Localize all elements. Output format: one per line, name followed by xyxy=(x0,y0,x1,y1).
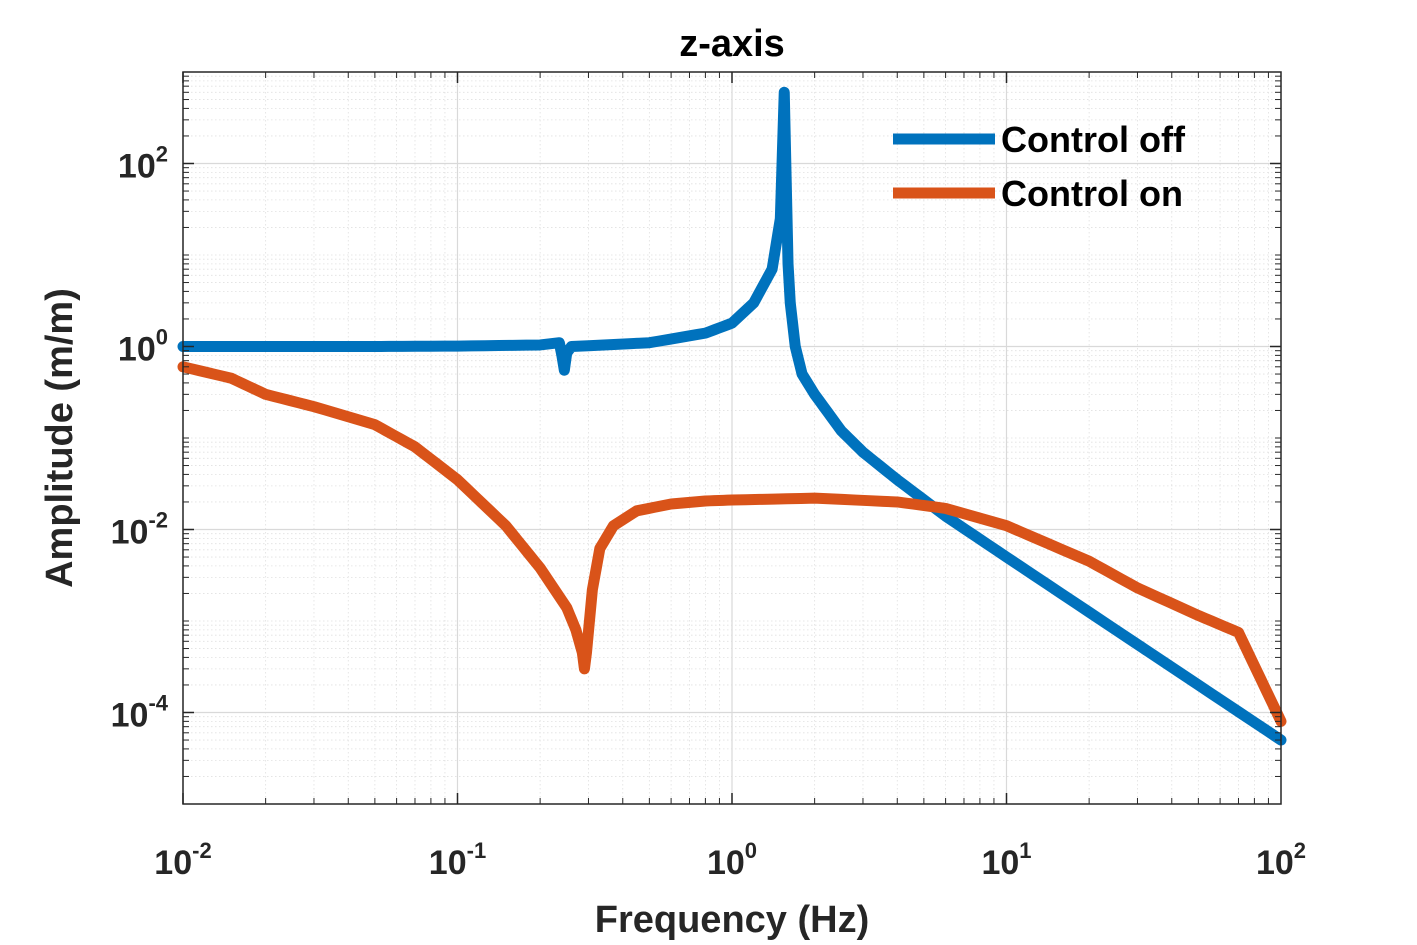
series-layer xyxy=(177,86,1287,746)
y-tick-label: 100 xyxy=(118,325,168,369)
y-tick-label: 10-4 xyxy=(111,691,169,735)
x-axis-label: Frequency (Hz) xyxy=(595,899,869,941)
x-tick-label: 102 xyxy=(1256,838,1306,882)
x-tick-label: 10-1 xyxy=(429,838,486,882)
y-tick-labels: 10-4 10-2 100 102 xyxy=(111,142,169,735)
legend: Control off Control on xyxy=(893,119,1186,214)
series-line-control-on xyxy=(177,361,1287,727)
x-tick-label: 10-2 xyxy=(154,838,211,882)
chart-title: z-axis xyxy=(679,23,785,65)
x-tick-labels: 10-2 10-1 100 101 102 xyxy=(154,838,1306,882)
y-tick-label: 102 xyxy=(118,142,168,186)
tick-marks xyxy=(182,72,1281,805)
series-line-control-off xyxy=(177,86,1287,746)
y-tick-label: 10-2 xyxy=(111,508,168,552)
legend-label-control-off: Control off xyxy=(1001,119,1186,160)
x-tick-label: 101 xyxy=(981,838,1031,882)
y-axis-label: Amplitude (m/m) xyxy=(39,288,81,588)
legend-label-control-on: Control on xyxy=(1001,173,1183,214)
x-tick-label: 100 xyxy=(707,838,757,882)
